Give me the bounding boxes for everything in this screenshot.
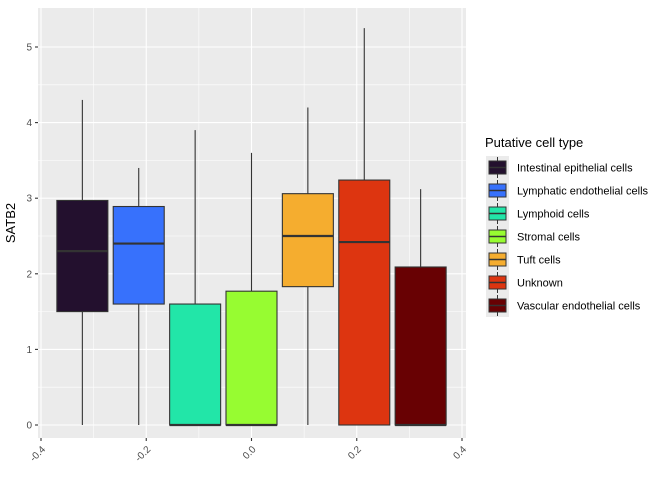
legend: Putative cell type Intestinal epithelial… [485,135,649,317]
box-iqr [394,266,447,426]
legend-label: Lymphoid cells [517,209,590,221]
legend-label: Intestinal epithelial cells [517,163,633,175]
y-tick-label: 4 [26,118,32,129]
x-tick-label: 0.2 [346,444,364,462]
box-iqr [169,303,222,426]
legend-item: Lymphoid cells [486,202,590,225]
box-group [225,152,278,427]
y-tick-label: 5 [26,43,32,54]
box-group [338,28,391,426]
y-tick-label: 1 [26,345,32,356]
box-iqr [225,290,278,426]
y-tick-label: 3 [26,194,32,205]
legend-item: Intestinal epithelial cells [486,156,633,179]
box-group [281,107,334,425]
x-tick-label: 0.0 [241,444,259,462]
box-group [56,99,109,425]
legend-title: Putative cell type [485,135,583,150]
y-tick-label: 0 [26,421,32,432]
legend-label: Stromal cells [517,232,580,244]
legend-item: Stromal cells [486,225,580,248]
legend-label: Tuft cells [517,255,561,267]
legend-label: Unknown [517,278,563,290]
box-group [394,189,447,427]
boxes [56,28,447,427]
legend-label: Lymphatic endothelial cells [517,186,649,198]
x-axis: -0.4 -0.2 0.0 0.2 0.4 [28,438,469,464]
box-group [112,167,165,425]
legend-items: Intestinal epithelial cells Lymphatic end… [486,156,649,317]
y-axis: 0 1 2 3 4 5 [26,43,38,432]
y-tick-label: 2 [26,269,32,280]
box-iqr [56,199,109,313]
legend-item: Lymphatic endothelial cells [486,179,649,202]
box-iqr [338,179,391,426]
box-iqr [281,193,334,288]
legend-item: Unknown [486,271,563,294]
box-group [169,130,222,427]
x-tick-label: -0.4 [28,444,48,464]
x-tick-label: 0.4 [451,444,469,462]
box-iqr [112,205,165,305]
legend-item: Tuft cells [486,248,561,271]
legend-item: Vascular endothelial cells [486,294,641,317]
y-axis-title: SATB2 [3,203,18,243]
legend-label: Vascular endothelial cells [517,301,641,313]
x-tick-label: -0.2 [133,444,153,464]
